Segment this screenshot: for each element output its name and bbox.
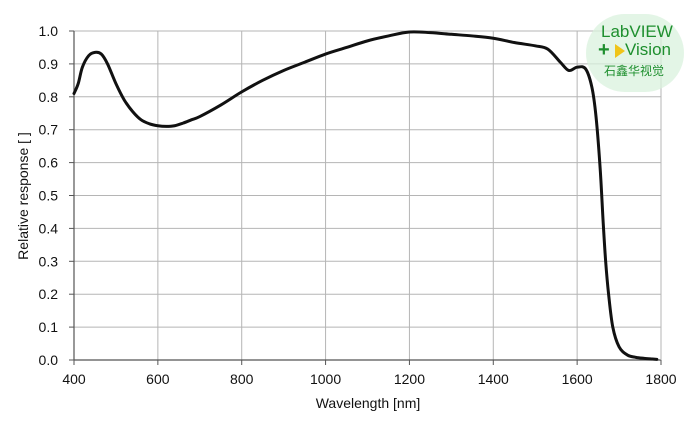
x-tick-label: 800	[230, 371, 254, 387]
x-axis-title: Wavelength [nm]	[316, 395, 421, 411]
x-tick-label: 400	[62, 371, 86, 387]
y-axis-title: Relative response [ ]	[15, 132, 31, 260]
y-tick-label: 0.9	[39, 56, 59, 72]
y-tick-labels: 0.0 0.1 0.2 0.3 0.4 0.5 0.6 0.7 0.8 0.9 1.0	[39, 23, 59, 368]
x-tick-label: 600	[146, 371, 170, 387]
watermark-plus-icon: +	[598, 39, 610, 61]
watermark-chinese-text: 石鑫华视觉	[604, 64, 665, 78]
y-tick-label: 0.3	[39, 253, 59, 269]
watermark-badge	[586, 14, 684, 92]
series-group	[72, 30, 659, 361]
y-tick-label: 0.7	[39, 122, 59, 138]
x-tick-labels: 400 600 800 1000 1200 1400 1600 1800	[62, 371, 676, 387]
y-tick-label: 0.5	[39, 188, 59, 204]
y-tick-label: 1.0	[39, 23, 59, 39]
series-line	[72, 30, 659, 361]
y-tick-label: 0.6	[39, 155, 59, 171]
watermark-vision-text: Vision	[625, 40, 671, 59]
x-tick-label: 1600	[562, 371, 593, 387]
x-tick-label: 1800	[645, 371, 676, 387]
y-tick-label: 0.4	[39, 220, 59, 236]
watermark-labview-text: LabVIEW	[601, 22, 673, 41]
y-tick-label: 0.0	[39, 352, 59, 368]
watermark-arrow-icon	[615, 44, 625, 58]
x-tick-label: 1400	[478, 371, 509, 387]
y-tick-label: 0.2	[39, 286, 59, 302]
y-tick-label: 0.8	[39, 89, 59, 105]
grid-lines	[74, 30, 661, 360]
x-tick-label: 1200	[394, 371, 425, 387]
y-tick-label: 0.1	[39, 319, 59, 335]
x-tick-label: 1000	[310, 371, 341, 387]
